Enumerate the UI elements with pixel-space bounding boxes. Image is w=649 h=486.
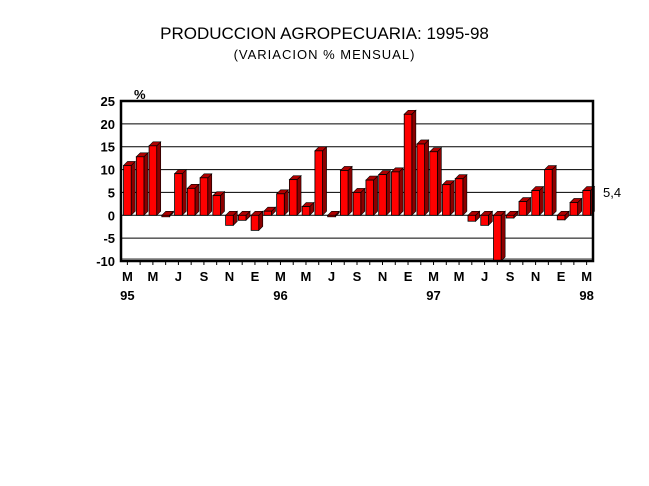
bar xyxy=(301,206,311,216)
bar xyxy=(378,174,387,216)
year-label: 96 xyxy=(273,288,287,303)
bar-side xyxy=(539,185,544,217)
x-tick-label: E xyxy=(251,269,260,284)
bar-side xyxy=(194,183,200,217)
bar xyxy=(340,170,349,216)
bar xyxy=(365,179,374,216)
bar xyxy=(582,190,591,216)
y-tick-label: -5 xyxy=(103,231,115,246)
x-tick-label: M xyxy=(454,269,465,284)
x-tick-label: M xyxy=(275,269,286,284)
bar-side xyxy=(130,160,136,217)
x-tick-label: E xyxy=(557,269,566,284)
x-tick-label: N xyxy=(225,269,234,284)
bar xyxy=(314,150,323,216)
bar-side xyxy=(156,141,162,217)
x-tick-label: S xyxy=(353,269,362,284)
chart-subtitle: (VARIACION % MENSUAL) xyxy=(233,47,416,62)
bar-side xyxy=(360,187,366,217)
plot-area xyxy=(121,101,593,261)
bar-side xyxy=(398,167,404,217)
bar xyxy=(263,210,272,216)
bar xyxy=(505,214,515,219)
x-tick-label: J xyxy=(481,269,488,284)
bar-side xyxy=(373,175,378,217)
bar-side xyxy=(449,179,455,217)
bar xyxy=(161,214,170,218)
x-tick-label: E xyxy=(404,269,413,284)
x-tick-label: S xyxy=(506,269,515,284)
year-label: 97 xyxy=(426,288,440,303)
bar xyxy=(480,214,489,226)
bar xyxy=(569,202,579,216)
bar xyxy=(174,173,183,216)
bar xyxy=(135,156,145,216)
bar xyxy=(212,195,221,216)
plot-frame xyxy=(119,99,595,263)
bar-side xyxy=(181,168,187,217)
y-tick-label: 20 xyxy=(101,117,115,132)
x-tick-label: J xyxy=(175,269,182,284)
bar xyxy=(531,190,540,216)
bar-side xyxy=(551,164,557,217)
bar xyxy=(352,192,362,216)
x-tick-label: N xyxy=(378,269,387,284)
bar xyxy=(123,165,132,216)
bar xyxy=(403,113,413,216)
plot-floor xyxy=(121,258,593,261)
bar xyxy=(467,214,477,222)
bar xyxy=(556,214,566,221)
bar xyxy=(288,179,298,216)
bar-side xyxy=(296,174,302,217)
bar-side xyxy=(143,152,149,217)
bar-side xyxy=(207,173,213,217)
year-label: 95 xyxy=(120,288,134,303)
bar xyxy=(276,193,285,216)
bar-side xyxy=(500,210,506,262)
bar-side xyxy=(386,169,391,217)
y-tick-label: -10 xyxy=(96,254,115,269)
bar xyxy=(493,214,502,262)
y-tick-label: 15 xyxy=(101,140,115,155)
last-value-annotation: 5,4 xyxy=(603,185,621,200)
bar xyxy=(454,178,464,216)
bar xyxy=(544,169,553,216)
x-tick-label: J xyxy=(328,269,335,284)
y-tick-label: 10 xyxy=(101,163,115,178)
x-tick-label: M xyxy=(428,269,439,284)
year-label: 98 xyxy=(579,288,593,303)
y-tick-label: 5 xyxy=(108,185,115,200)
x-tick-label: S xyxy=(200,269,209,284)
bar xyxy=(442,184,451,216)
x-tick-label: M xyxy=(301,269,312,284)
bar xyxy=(148,145,158,216)
x-tick-label: M xyxy=(122,269,133,284)
chart-title: PRODUCCION AGROPECUARIA: 1995-98 xyxy=(160,24,489,43)
bar xyxy=(391,171,400,216)
bar-side xyxy=(411,109,417,217)
y-tick-label: 25 xyxy=(101,94,115,109)
bar xyxy=(518,201,528,216)
bar xyxy=(429,151,438,216)
bar xyxy=(416,143,426,216)
bar xyxy=(237,214,247,221)
x-tick-label: N xyxy=(531,269,540,284)
bar-side xyxy=(437,147,442,217)
x-tick-label: M xyxy=(581,269,592,284)
bar xyxy=(225,214,234,226)
bar-side xyxy=(424,139,429,217)
bar xyxy=(250,214,260,231)
bar xyxy=(327,214,336,218)
bar-side xyxy=(462,173,468,217)
x-tick-label: M xyxy=(147,269,158,284)
y-tick-label: 0 xyxy=(108,208,115,223)
bar-side xyxy=(322,146,327,217)
bar xyxy=(186,187,196,216)
bar xyxy=(199,177,209,216)
bar-side xyxy=(347,165,353,217)
y-axis-label: % xyxy=(134,87,146,102)
